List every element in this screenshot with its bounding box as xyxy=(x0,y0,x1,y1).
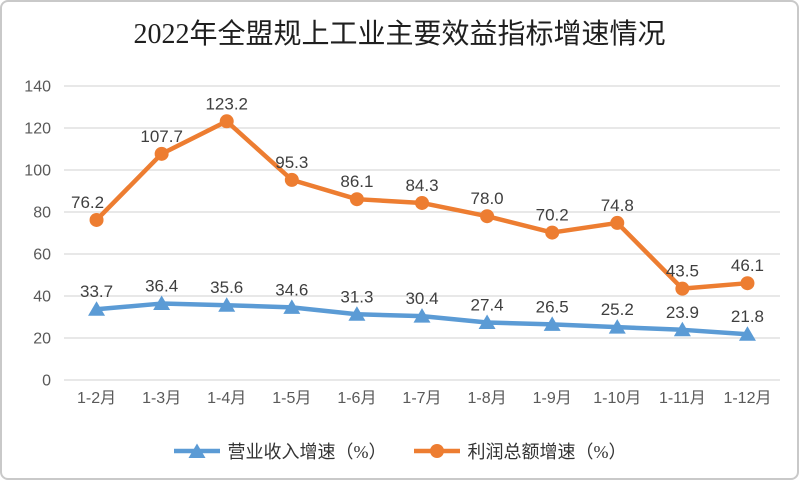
chart-legend: 营业收入增速（%） 利润总额增速（%） xyxy=(2,438,797,464)
svg-text:1-11月: 1-11月 xyxy=(659,390,706,407)
svg-text:80: 80 xyxy=(33,205,51,222)
svg-text:84.3: 84.3 xyxy=(405,176,438,195)
svg-text:1-5月: 1-5月 xyxy=(272,390,311,407)
svg-text:33.7: 33.7 xyxy=(80,282,113,301)
svg-text:35.6: 35.6 xyxy=(210,278,243,297)
svg-text:123.2: 123.2 xyxy=(205,94,248,113)
svg-text:40: 40 xyxy=(33,289,51,306)
svg-text:140: 140 xyxy=(24,79,51,96)
chart-title: 2022年全盟规上工业主要效益指标增速情况 xyxy=(133,19,666,50)
svg-text:100: 100 xyxy=(24,163,51,180)
svg-text:78.0: 78.0 xyxy=(471,189,504,208)
svg-text:36.4: 36.4 xyxy=(145,277,178,296)
svg-text:70.2: 70.2 xyxy=(536,206,569,225)
legend-item-total-profit: 利润总额增速（%） xyxy=(413,438,627,464)
legend-label-total-profit: 利润总额增速（%） xyxy=(467,442,627,462)
svg-text:74.8: 74.8 xyxy=(601,196,634,215)
svg-text:21.8: 21.8 xyxy=(731,307,764,326)
svg-text:43.5: 43.5 xyxy=(666,262,699,281)
svg-text:95.3: 95.3 xyxy=(275,153,308,172)
svg-text:1-4月: 1-4月 xyxy=(207,390,246,407)
svg-text:1-7月: 1-7月 xyxy=(402,390,441,407)
circle-series-marker-icon xyxy=(413,444,460,458)
svg-text:1-6月: 1-6月 xyxy=(337,390,376,407)
svg-text:23.9: 23.9 xyxy=(666,303,699,322)
svg-text:1-10月: 1-10月 xyxy=(593,390,641,407)
svg-text:86.1: 86.1 xyxy=(340,172,373,191)
svg-text:27.4: 27.4 xyxy=(471,295,504,314)
svg-text:1-12月: 1-12月 xyxy=(723,390,771,407)
legend-label-operating-revenue: 营业收入增速（%） xyxy=(227,442,387,462)
svg-text:30.4: 30.4 xyxy=(405,289,438,308)
svg-text:1-3月: 1-3月 xyxy=(142,390,181,407)
svg-text:34.6: 34.6 xyxy=(275,280,308,299)
svg-text:0: 0 xyxy=(42,373,51,390)
svg-text:76.2: 76.2 xyxy=(71,193,104,212)
svg-text:1-8月: 1-8月 xyxy=(468,390,507,407)
svg-text:60: 60 xyxy=(33,247,51,264)
svg-text:31.3: 31.3 xyxy=(340,287,373,306)
svg-text:1-9月: 1-9月 xyxy=(533,390,572,407)
svg-text:120: 120 xyxy=(24,121,51,138)
svg-text:25.2: 25.2 xyxy=(601,300,634,319)
triangle-series-marker-icon xyxy=(173,443,220,458)
legend-item-operating-revenue: 营业收入增速（%） xyxy=(173,438,387,464)
svg-text:46.1: 46.1 xyxy=(731,256,764,275)
svg-text:1-2月: 1-2月 xyxy=(77,390,116,407)
svg-text:26.5: 26.5 xyxy=(536,297,569,316)
svg-text:20: 20 xyxy=(33,331,51,348)
svg-text:107.7: 107.7 xyxy=(140,127,183,146)
